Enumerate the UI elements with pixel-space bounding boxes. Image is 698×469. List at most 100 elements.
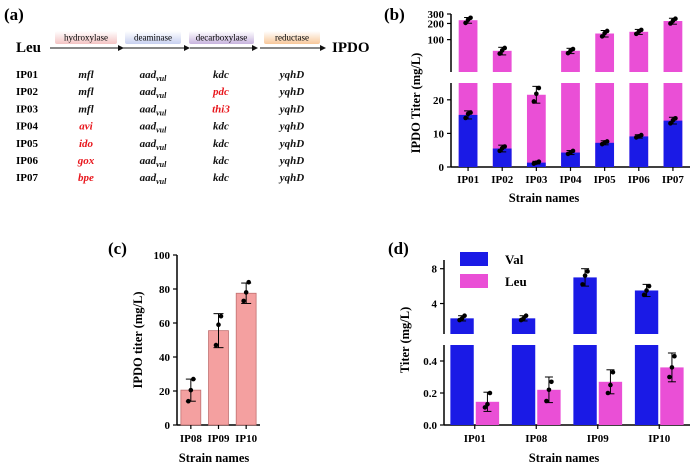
d-val-point	[582, 273, 588, 278]
b-top-point	[531, 99, 537, 104]
b-y-tick-label: 0	[439, 162, 445, 174]
d-leu-point	[544, 398, 549, 404]
c-point	[188, 387, 194, 393]
d-bar-val-lower-IP10	[634, 345, 659, 425]
c-x-tick-label: IP08	[180, 433, 203, 445]
c-y-tick-label: 60	[159, 318, 171, 330]
enzyme-label-reductase: reductase	[275, 33, 309, 43]
b-x-tick-label: IP03	[525, 174, 548, 186]
d-leu-point	[605, 390, 611, 396]
d-y-tick-label: 8	[432, 264, 438, 276]
pathway-step-decarboxylase: decarboxylase	[189, 31, 258, 51]
strain-label-IP03: IP03	[16, 103, 39, 115]
gene-IP02-0: mfl	[78, 86, 94, 98]
arrowhead-icon	[184, 45, 190, 51]
enzyme-label-deaminase: deaminase	[134, 33, 172, 43]
b-bar-top-IP07	[663, 21, 683, 72]
d-leu-point	[672, 353, 677, 359]
b-bar-top-IP03	[526, 94, 546, 167]
b-x-tick-label: IP04	[560, 174, 583, 186]
d-y-tick-label: 0.2	[423, 388, 437, 400]
c-y-axis-title: IPDO titer (mg/L)	[131, 292, 145, 389]
panel-d: (d) Titer (mg/L) Strain names 0.0 0.2 0.4 4…	[388, 239, 690, 465]
d-legend: Val Leu	[460, 252, 527, 289]
pathway-step-reductase: reductase	[260, 31, 326, 51]
gene-IP04-1: aadvul	[140, 121, 168, 135]
b-bar-bottom-IP02	[492, 148, 512, 167]
b-y-tick-label: 100	[428, 35, 445, 47]
d-leu-point	[485, 401, 490, 407]
gene-IP06-0: gox	[77, 155, 95, 167]
b-bottom-point	[638, 132, 644, 138]
gene-IP03-3: yqhD	[278, 103, 305, 115]
d-val-point	[641, 292, 647, 298]
d-val-point	[523, 313, 529, 319]
arrowhead-icon	[252, 45, 258, 51]
d-leu-point	[669, 365, 675, 370]
d-x-tick-label: IP08	[525, 433, 548, 445]
d-bar-leu-IP10	[660, 367, 684, 425]
d-x-tick-label: IP01	[464, 433, 486, 445]
gene-IP01-2: kdc	[213, 69, 229, 81]
d-leu-point	[608, 382, 613, 388]
legend-swatch-val	[460, 252, 488, 266]
b-top-point	[534, 91, 539, 97]
d-y-tick-label: 0.4	[423, 356, 437, 368]
b-bar-bottom-IP07	[663, 120, 683, 167]
gene-IP06-2: kdc	[213, 155, 229, 167]
b-y-tick-label: 10	[433, 128, 445, 140]
enzyme-label-decarboxylase: decarboxylase	[196, 33, 247, 43]
enzyme-label-hydroxylase: hydroxylase	[64, 33, 108, 43]
b-top-point	[638, 27, 644, 33]
c-point	[218, 313, 224, 319]
b-bar-bottom-IP01	[458, 114, 478, 167]
gene-IP03-1: aadvul	[140, 103, 168, 117]
b-top-point	[463, 20, 468, 26]
strain-label-IP05: IP05	[16, 138, 39, 150]
d-leu-point	[546, 387, 552, 393]
gene-IP01-0: mfl	[78, 69, 94, 81]
d-val-point	[580, 282, 585, 287]
panel-c: (c) IPDO titer (mg/L) Strain names 0 20 40…	[108, 239, 260, 465]
d-bar-val-IP08	[511, 318, 536, 334]
b-x-tick-label: IP05	[594, 174, 617, 186]
d-val-point	[646, 283, 652, 289]
gene-IP04-2: kdc	[213, 121, 229, 133]
b-y-axis-title: IPDO Titer (mg/L)	[409, 53, 423, 154]
c-point	[243, 290, 249, 295]
b-top-point	[673, 16, 678, 22]
b-bar-top-IP04	[561, 50, 580, 72]
panel-label-d: (d)	[388, 239, 409, 258]
d-bar-leu-IP08	[537, 389, 561, 425]
b-x-tick-label: IP01	[457, 174, 479, 186]
c-x-tick-label: IP10	[235, 433, 258, 445]
gene-IP02-2: pdc	[212, 86, 229, 98]
b-top-point	[468, 15, 473, 21]
b-y-tick-label: 300	[428, 9, 445, 21]
legend-label-val: Val	[505, 252, 524, 267]
gene-IP04-0: avi	[79, 121, 93, 133]
gene-IP07-2: kdc	[213, 172, 229, 184]
d-x-tick-label: IP09	[587, 433, 610, 445]
d-plot-area: 0.0 0.2 0.4 4 8 IP01 IP08 IP09 IP10	[423, 260, 690, 445]
arrowhead-icon	[320, 45, 326, 51]
b-bar-bottom-IP06	[629, 136, 649, 167]
enzyme-box-deaminase	[125, 31, 181, 44]
b-bottom-point	[570, 148, 576, 154]
b-x-axis-title: Strain names	[509, 191, 580, 205]
b-x-tick-label: IP02	[491, 174, 514, 186]
d-leu-point	[549, 379, 554, 385]
gene-IP07-0: bpe	[78, 172, 94, 184]
c-point	[246, 279, 251, 285]
b-bar-top-lower-IP04	[561, 83, 580, 167]
d-bar-val-IP09	[573, 277, 597, 334]
d-bar-val-IP01	[450, 318, 474, 334]
panel-a: (a) Leu IPDO hydroxylase deaminase decar…	[4, 5, 370, 186]
gene-IP05-3: yqhD	[278, 138, 305, 150]
d-y-tick-label: 4	[432, 299, 438, 311]
gene-IP06-3: yqhD	[278, 155, 305, 167]
d-y-tick-label: 0.0	[423, 420, 437, 432]
b-y-tick-label: 200	[428, 18, 445, 30]
d-leu-point	[667, 374, 672, 380]
